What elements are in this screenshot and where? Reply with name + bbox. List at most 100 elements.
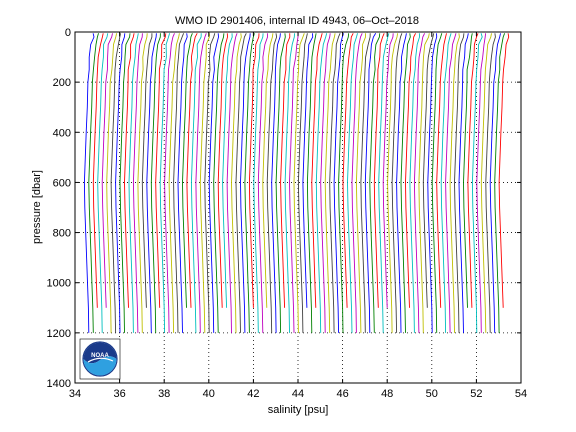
profile-line [485, 33, 496, 333]
profile-line [378, 33, 390, 333]
profile-line [333, 33, 344, 333]
y-tick-label: 1200 [47, 328, 71, 340]
x-tick-label: 38 [158, 388, 170, 400]
y-tick-label: 0 [65, 27, 71, 39]
profile-line [494, 33, 506, 333]
profile-line [182, 33, 193, 308]
y-tick-label: 400 [53, 127, 71, 139]
profile-line [141, 33, 153, 308]
profile-line [195, 33, 207, 333]
profile-line [445, 33, 457, 333]
profile-line [480, 33, 492, 333]
profile-line [146, 33, 157, 333]
x-tick-label: 48 [381, 388, 393, 400]
chart-title: WMO ID 2901406, internal ID 4943, 06–Oct… [175, 15, 419, 27]
y-tick-label: 800 [53, 228, 71, 240]
profile-line [101, 33, 113, 308]
profile-line [266, 33, 278, 333]
profile-line [217, 33, 228, 308]
profile-line [88, 33, 99, 333]
profile-line [213, 33, 225, 333]
profile-line [471, 33, 483, 333]
profile-line [137, 33, 148, 333]
profile-line [373, 33, 385, 308]
x-axis: 34 36 38 40 42 44 46 48 50 52 54 [69, 32, 527, 400]
profile-line [306, 33, 317, 333]
profile-line [382, 33, 394, 308]
profile-line [467, 33, 479, 308]
profile-line [128, 33, 139, 333]
profile-line [173, 33, 185, 333]
profile-line [115, 33, 126, 333]
profile-line [231, 33, 242, 333]
profile-line [413, 33, 426, 333]
y-tick-label: 1400 [47, 378, 71, 390]
profile-line [159, 33, 171, 333]
profile-line [342, 33, 354, 308]
profile-line [360, 33, 371, 333]
profile-line [387, 33, 399, 333]
profile-line [302, 33, 314, 308]
x-tick-label: 46 [336, 388, 348, 400]
profile-line [427, 33, 438, 333]
y-tick-label: 1000 [47, 278, 71, 290]
profile-line [449, 33, 460, 333]
profile-line [253, 33, 264, 333]
profile-line [297, 33, 308, 333]
profile-line [311, 33, 323, 308]
x-tick-label: 36 [113, 388, 125, 400]
profile-line [257, 33, 268, 333]
profile-line [168, 33, 180, 333]
profile-line [454, 33, 465, 333]
profile-line [396, 33, 407, 333]
profile-line [476, 33, 487, 333]
profile-line [498, 33, 510, 308]
profile-line [235, 33, 247, 333]
profile-line [280, 33, 291, 308]
series-group [83, 33, 510, 333]
profile-line [186, 33, 198, 308]
profile-line [440, 33, 452, 333]
x-tick-label: 42 [247, 388, 259, 400]
profile-line [275, 33, 286, 333]
svg-text:NOAA: NOAA [91, 353, 109, 359]
profile-line [271, 33, 281, 333]
x-tick-label: 34 [69, 388, 81, 400]
profile-line [347, 33, 358, 333]
profile-line [244, 33, 255, 333]
profile-line [320, 33, 331, 333]
profile-line [329, 33, 341, 333]
profile-line [405, 33, 417, 308]
profile-line [458, 33, 469, 333]
profile-line [400, 33, 411, 333]
profile-line [177, 33, 188, 333]
profile-line [155, 33, 167, 308]
profile-line [190, 33, 202, 333]
y-axis: 0 200 400 600 800 1000 1200 1400 [47, 27, 521, 390]
profile-line [364, 33, 377, 333]
x-tick-label: 52 [470, 388, 482, 400]
x-tick-label: 44 [292, 388, 304, 400]
profile-line [369, 33, 381, 333]
profile-line [97, 33, 109, 333]
y-tick-label: 200 [53, 77, 71, 89]
profile-line [226, 33, 238, 333]
profile-line [240, 33, 251, 333]
profile-line [463, 33, 473, 308]
x-axis-label: salinity [psu] [268, 404, 329, 416]
profile-line [106, 33, 118, 333]
profile-line [110, 33, 121, 333]
profile-line [222, 33, 233, 308]
y-tick-label: 600 [53, 177, 71, 189]
profile-line [132, 33, 143, 333]
x-tick-label: 40 [203, 388, 215, 400]
profile-line [199, 33, 210, 333]
profile-line [262, 33, 274, 308]
profile-line [204, 33, 216, 333]
profile-line [150, 33, 161, 333]
profile-line [119, 33, 131, 333]
profile-line [208, 33, 219, 333]
profile-line [355, 33, 366, 333]
profile-line [124, 33, 135, 308]
